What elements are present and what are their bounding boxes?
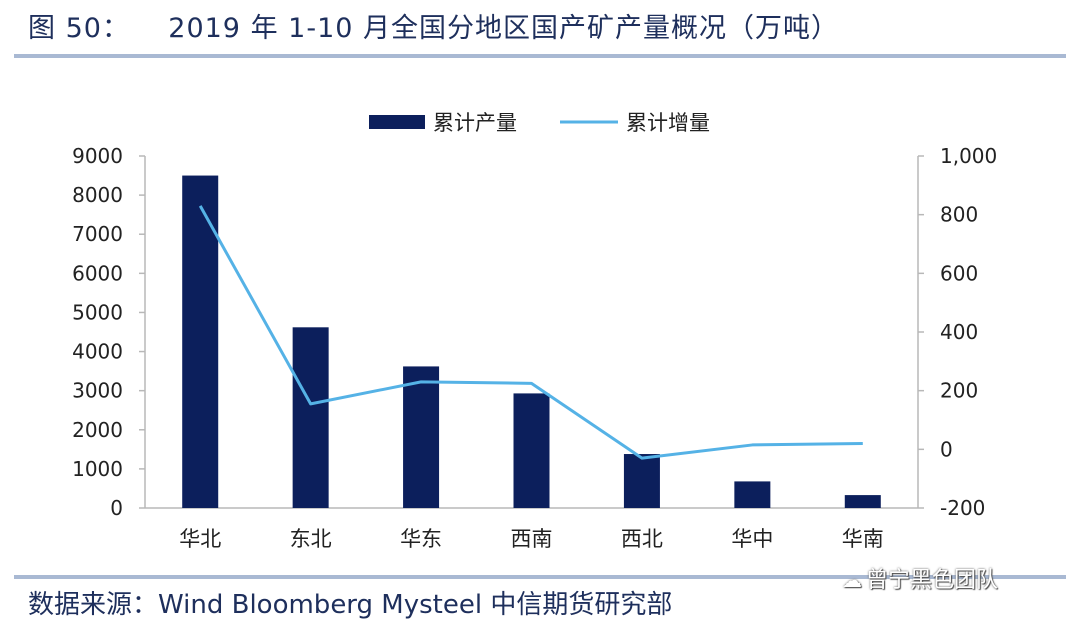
bar [182,175,219,509]
x-axis-tick-label: 西南 [511,527,553,551]
top-divider [14,54,1066,58]
right-axis-tick-label: 800 [940,203,978,227]
right-axis-tick-label: 1,000 [940,144,997,168]
left-axis-tick-label: 5000 [72,300,123,324]
bar [403,366,440,508]
source-note: 数据来源：Wind Bloomberg Mysteel 中信期货研究部 [28,590,673,620]
watermark: ☁ 曾宁黑色团队 [842,562,998,594]
x-axis-tick-label: 西北 [621,527,663,551]
left-axis-tick-label: 4000 [72,340,123,364]
bar [513,393,550,508]
bar [292,327,329,508]
combo-chart: 0100020003000400050006000700080009000-20… [72,111,997,551]
right-axis-tick-label: 400 [940,320,978,344]
right-axis-tick-label: 200 [940,379,978,403]
left-axis-tick-label: 6000 [72,261,123,285]
x-axis-tick-label: 东北 [290,527,332,551]
wechat-icon: ☁ [842,568,862,592]
left-axis-tick-label: 8000 [72,183,123,207]
bar [844,495,881,508]
x-axis-tick-label: 华南 [842,527,884,551]
left-axis-tick-label: 3000 [72,379,123,403]
legend-swatch-bar [369,115,425,129]
chart-title: 图 50： 2019 年 1-10 月全国分地区国产矿产量概况（万吨） [28,13,840,44]
right-axis-tick-label: -200 [940,496,985,520]
left-axis-tick-label: 1000 [72,457,123,481]
left-axis-tick-label: 0 [110,496,123,520]
legend-label-bar: 累计产量 [433,111,517,135]
bar [623,454,660,508]
bar [734,481,771,508]
left-axis-tick-label: 7000 [72,222,123,246]
right-axis-tick-label: 600 [940,261,978,285]
left-axis-tick-label: 2000 [72,418,123,442]
bottom-divider [14,575,1066,579]
watermark-text: 曾宁黑色团队 [866,568,999,593]
legend-label-line: 累计增量 [626,111,710,135]
x-axis-tick-label: 华东 [400,527,442,551]
right-axis-tick-label: 0 [940,437,953,461]
x-axis-tick-label: 华北 [179,527,221,551]
left-axis-tick-label: 9000 [72,144,123,168]
x-axis-tick-label: 华中 [731,527,773,551]
